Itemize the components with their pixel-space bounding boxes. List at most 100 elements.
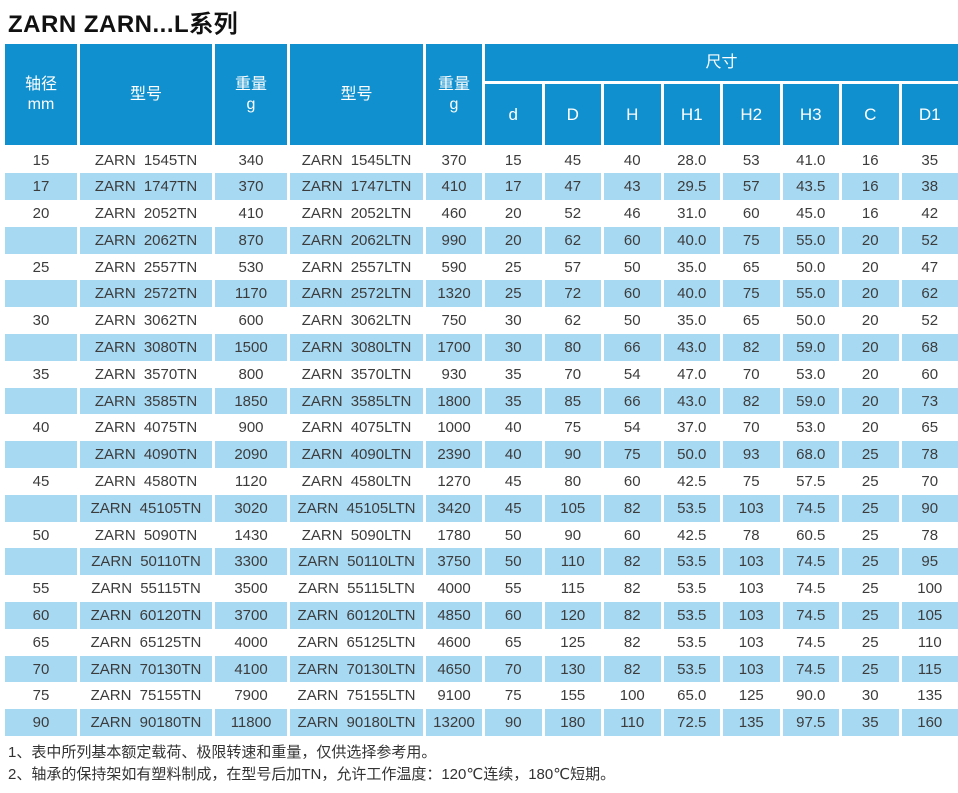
table-cell: 105: [541, 494, 604, 522]
table-cell: 50.0: [779, 253, 842, 281]
table-cell: 82: [601, 494, 664, 522]
table-cell: 25: [839, 655, 902, 683]
table-cell: 103: [720, 494, 783, 522]
table-cell: ZARN 5090TN: [77, 521, 215, 549]
table-cell: 70: [720, 414, 783, 442]
col-header-H2: H2: [720, 81, 783, 148]
table-cell: 57: [541, 253, 604, 281]
footnote-2: 2、轴承的保持架如有塑料制成，在型号后加TN，允许工作温度：120℃连续，180…: [8, 765, 616, 783]
table-cell: 55.0: [779, 280, 842, 308]
table-cell: ZARN 3062TN: [77, 307, 215, 335]
table-cell: 73: [898, 387, 958, 415]
table-cell: 75: [601, 441, 664, 469]
table-cell: 60: [2, 602, 80, 629]
table-cell: 82: [720, 334, 783, 361]
table-cell: 125: [541, 628, 604, 656]
table-row: ZARN 2572TN 1170 ZARN 2572LTN 1320 25 72 60 40.…: [2, 280, 958, 308]
table-cell: ZARN 4090TN: [77, 441, 215, 469]
table-cell: 90: [898, 494, 958, 522]
table-header: 轴径 mm 型号 重量 g 型号 重量 g 尺寸 d D H H1: [2, 41, 958, 148]
table-cell: ZARN 3570LTN: [287, 360, 426, 388]
table-cell: 800: [212, 360, 290, 388]
table-row: 30 ZARN 3062TN 600 ZARN 3062LTN 750 30 62 50 35.…: [2, 307, 958, 335]
table-cell: 370: [423, 146, 485, 174]
table-cell: 68: [898, 334, 958, 361]
table-cell: 75: [720, 280, 783, 308]
table-cell: [2, 548, 80, 576]
col-group-dimensions: 尺寸: [481, 41, 958, 84]
table-cell: 1000: [423, 414, 485, 442]
table-cell: 3300: [212, 548, 290, 576]
table-cell: ZARN 4075LTN: [287, 414, 426, 442]
page-title: ZARN ZARN...L系列: [8, 11, 239, 38]
table-cell: 4100: [212, 655, 290, 683]
table-cell: 17: [2, 173, 80, 201]
table-cell: ZARN 4075TN: [77, 414, 215, 442]
table-cell: 74.5: [779, 494, 842, 522]
table-cell: 35: [898, 146, 958, 174]
table-cell: 38: [898, 173, 958, 201]
table-cell: 25: [839, 468, 902, 495]
table-cell: 20: [839, 387, 902, 415]
table-cell: 17: [482, 173, 545, 201]
table-cell: 25: [482, 253, 545, 281]
table-cell: 20: [839, 414, 902, 442]
table-cell: 103: [720, 548, 783, 576]
table-cell: 155: [541, 682, 604, 710]
table-cell: 53.5: [660, 655, 723, 683]
table-cell: 52: [541, 200, 604, 227]
table-cell: 1430: [212, 521, 290, 549]
table-cell: 74.5: [779, 628, 842, 656]
table-row: ZARN 3080TN 1500 ZARN 3080LTN 1700 30 80 66 43.…: [2, 334, 958, 361]
table-cell: 65: [2, 628, 80, 656]
table-cell: 4850: [423, 602, 485, 629]
table-cell: 52: [898, 307, 958, 335]
table-cell: 20: [482, 226, 545, 254]
table-cell: 70: [482, 655, 545, 683]
table-cell: 62: [541, 307, 604, 335]
col-header-weight-1: 重量 g: [212, 41, 290, 148]
table-cell: ZARN 50110TN: [77, 548, 215, 576]
table-cell: 54: [601, 360, 664, 388]
table-cell: 82: [601, 602, 664, 629]
table-cell: 47: [541, 173, 604, 201]
col-header-shaft-diameter: 轴径 mm: [2, 41, 80, 148]
table-cell: 900: [212, 414, 290, 442]
table-cell: 75: [2, 682, 80, 710]
table-cell: ZARN 3062LTN: [287, 307, 426, 335]
table-cell: 75: [720, 468, 783, 495]
table-cell: 62: [898, 280, 958, 308]
table-cell: 7900: [212, 682, 290, 710]
table-cell: 135: [720, 709, 783, 737]
table-cell: 1170: [212, 280, 290, 308]
table-cell: 115: [541, 575, 604, 603]
table-cell: 460: [423, 200, 485, 227]
table-cell: 45: [482, 468, 545, 495]
table-cell: ZARN 45105TN: [77, 494, 215, 522]
table-cell: 1850: [212, 387, 290, 415]
table-cell: 160: [898, 709, 958, 737]
table-row: 55 ZARN 55115TN 3500 ZARN 55115LTN 4000 55 115…: [2, 575, 958, 603]
table-cell: 45.0: [779, 200, 842, 227]
table-cell: 20: [839, 280, 902, 308]
table-cell: 20: [482, 200, 545, 227]
table-cell: 53.5: [660, 548, 723, 576]
table-cell: 65: [720, 253, 783, 281]
table-cell: 25: [839, 575, 902, 603]
table-cell: ZARN 2557TN: [77, 253, 215, 281]
table-cell: 82: [601, 628, 664, 656]
table-row: 75 ZARN 75155TN 7900 ZARN 75155LTN 9100 75 155…: [2, 682, 958, 710]
table-cell: 2390: [423, 441, 485, 469]
table-cell: ZARN 4580TN: [77, 468, 215, 495]
table-cell: 2090: [212, 441, 290, 469]
table-cell: 53: [720, 146, 783, 174]
table-cell: 410: [212, 200, 290, 227]
table-cell: 110: [898, 628, 958, 656]
weight-unit: g: [449, 95, 459, 113]
table-cell: 70: [2, 655, 80, 683]
table-cell: 31.0: [660, 200, 723, 227]
table-cell: 65: [720, 307, 783, 335]
table-cell: ZARN 75155LTN: [287, 682, 426, 710]
table-cell: 180: [541, 709, 604, 737]
table-cell: 4000: [423, 575, 485, 603]
